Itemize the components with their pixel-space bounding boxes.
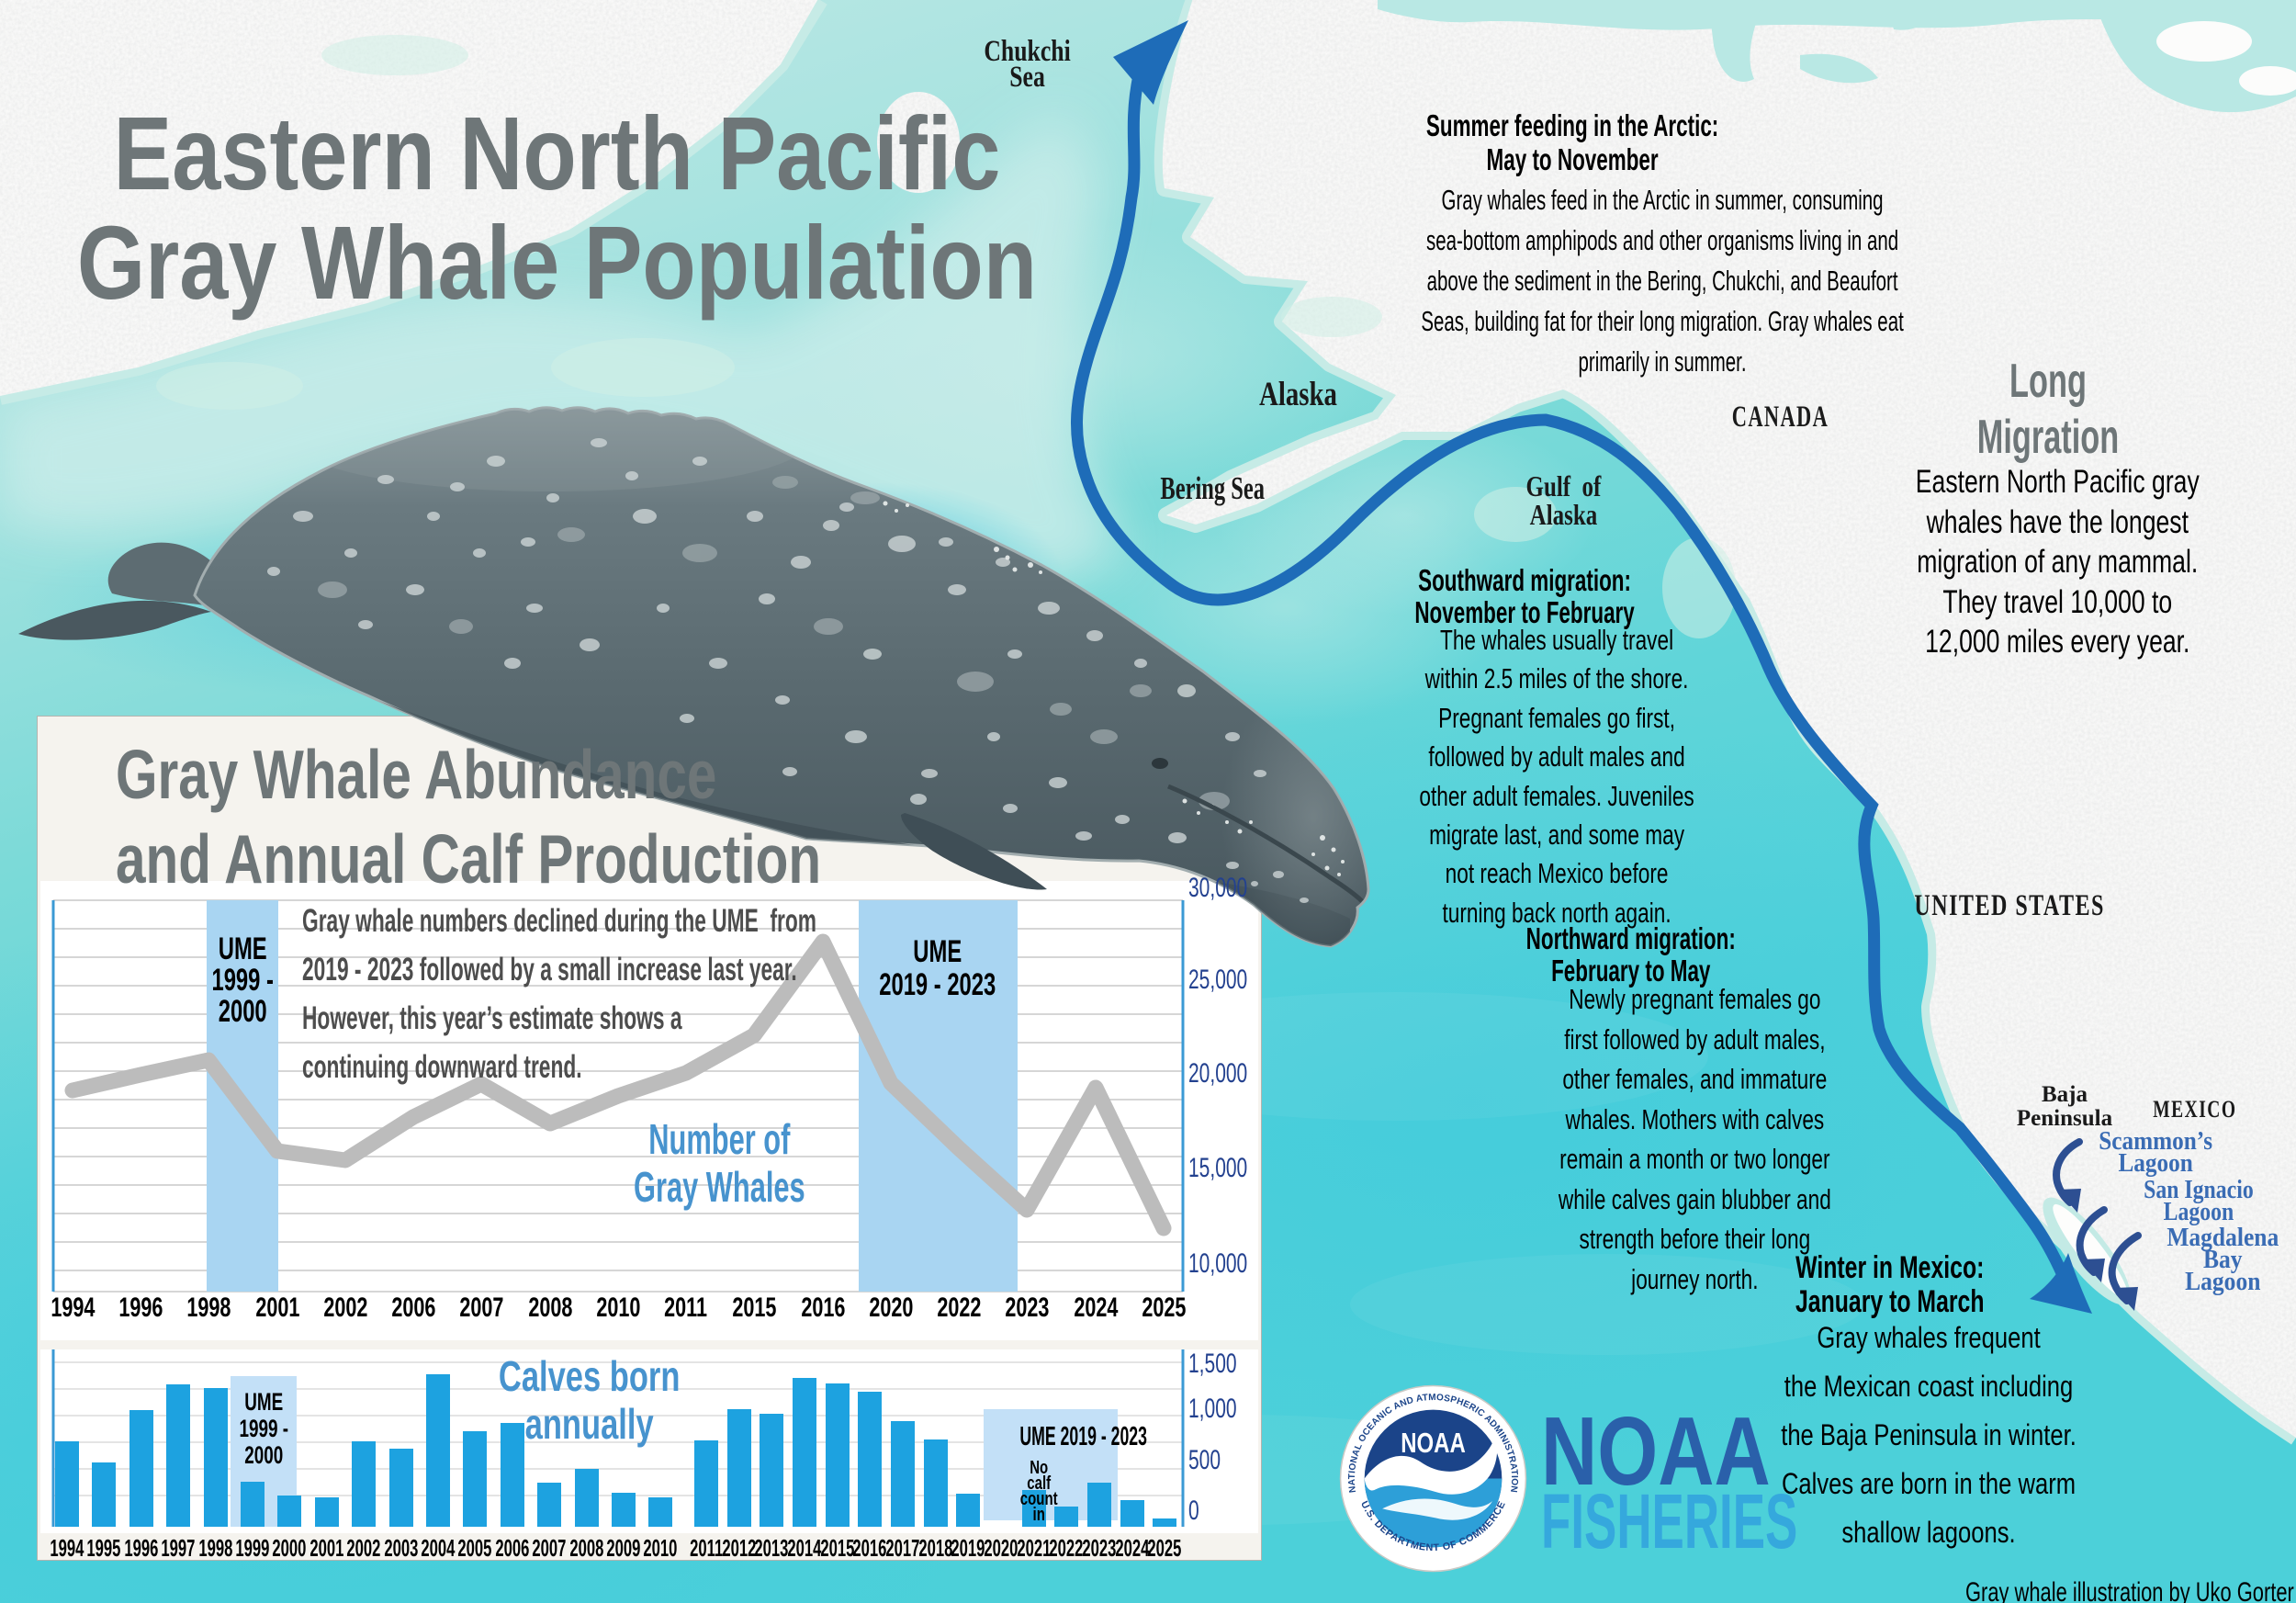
svg-text:NOAA: NOAA (1401, 1427, 1466, 1459)
